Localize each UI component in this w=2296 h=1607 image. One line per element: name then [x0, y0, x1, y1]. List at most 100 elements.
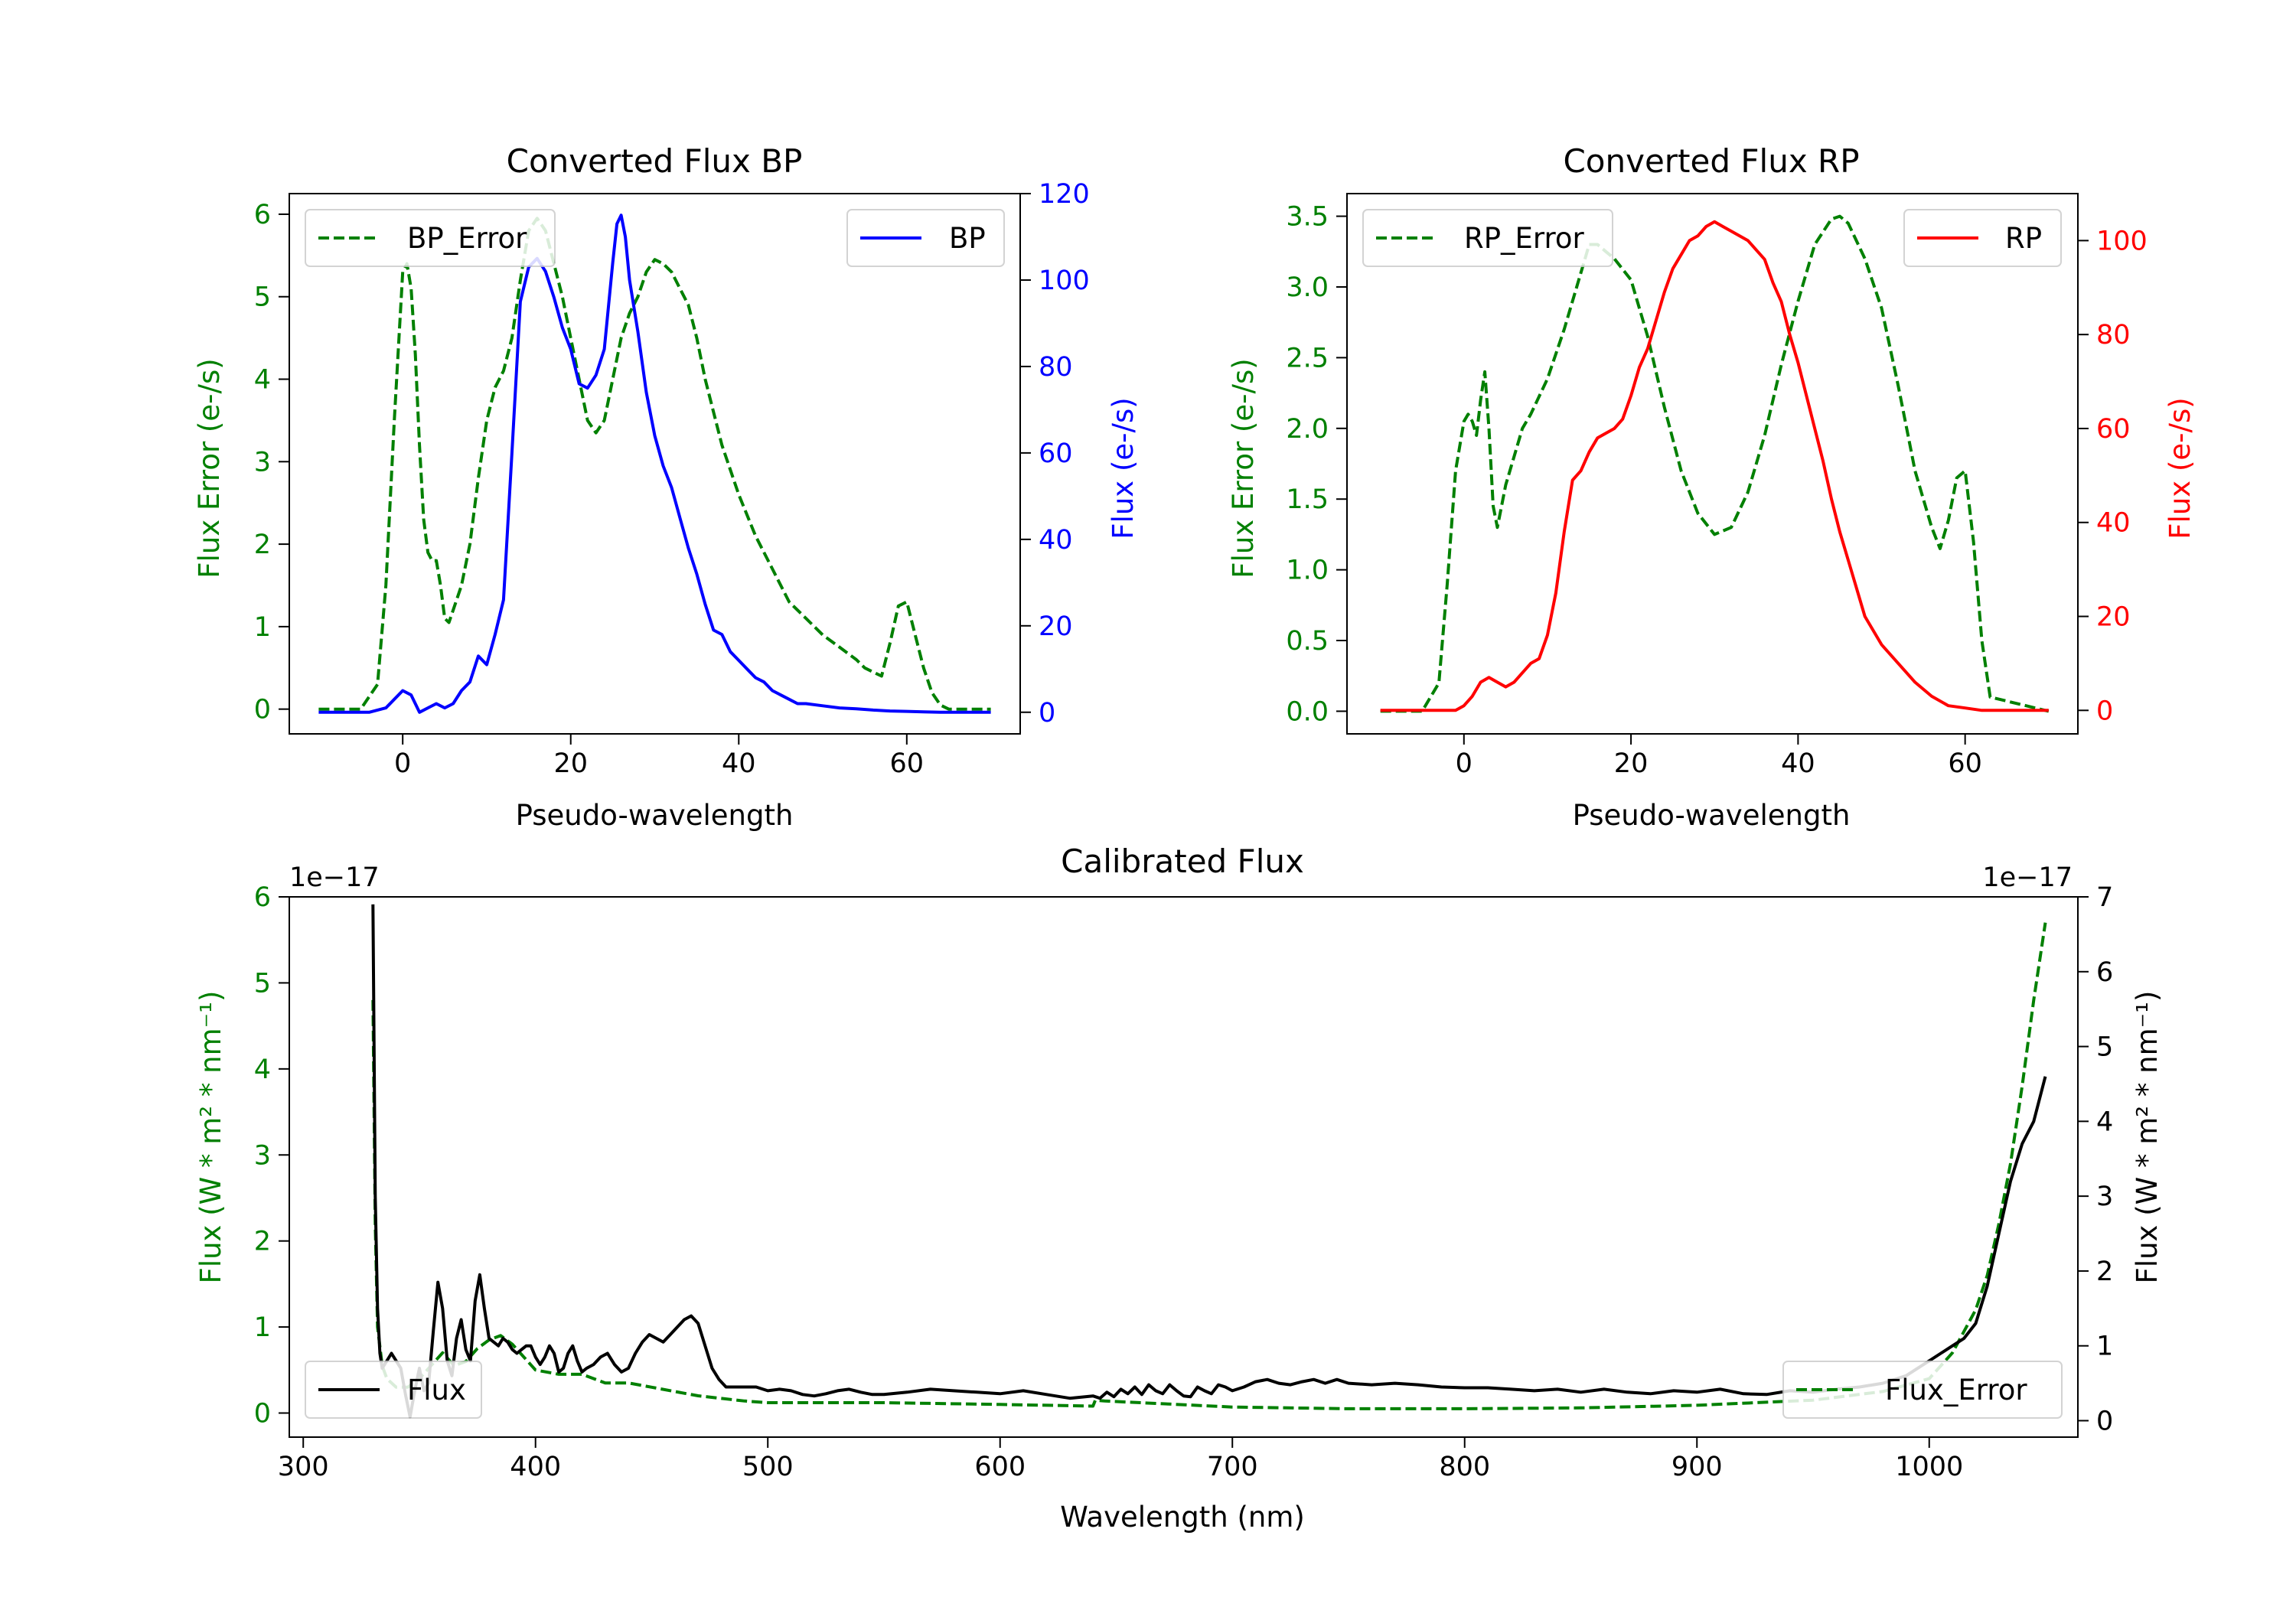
- rp-left-y-label: Flux Error (e-/s): [1227, 358, 1260, 578]
- right-y-tick-label: 7: [2096, 882, 2113, 913]
- bp-legend-left[interactable]: BP_Error: [305, 209, 556, 267]
- x-tick-label: 900: [1671, 1452, 1723, 1482]
- right-y-tick-label: 2: [2096, 1257, 2113, 1287]
- left-y-tick-label: 0.5: [1286, 626, 1329, 657]
- left-y-tick-label: 3: [254, 447, 271, 478]
- x-tick-label: 40: [722, 748, 756, 779]
- flux-legend-label: Flux: [407, 1374, 466, 1407]
- x-tick-label: 0: [1456, 748, 1473, 779]
- left-y-tick-label: 2: [254, 1227, 271, 1257]
- right-y-tick-label: 40: [2096, 508, 2131, 539]
- left-y-tick-label: 1.5: [1286, 484, 1329, 515]
- x-tick-label: 600: [974, 1452, 1026, 1482]
- x-tick-label: 400: [510, 1452, 561, 1482]
- right-y-tick-label: 0: [2096, 1406, 2113, 1436]
- rp-legend-right[interactable]: RP: [1903, 209, 2062, 267]
- calibrated-left-offset: 1e−17: [289, 862, 380, 893]
- x-tick-label: 500: [742, 1452, 794, 1482]
- rp-legend-label: RP: [2005, 222, 2042, 255]
- right-y-tick-label: 6: [2096, 957, 2113, 988]
- rp-error-series-line: [1380, 214, 2050, 713]
- rp-right-y-ticks: 0 20 40 60 80 100: [2078, 226, 2148, 726]
- left-y-tick-label: 5: [254, 968, 271, 999]
- right-y-tick-label: 100: [2096, 226, 2148, 256]
- rp-error-legend-label: RP_Error: [1464, 222, 1584, 255]
- left-y-tick-label: 2.0: [1286, 414, 1329, 445]
- x-tick-label: 20: [553, 748, 588, 779]
- calibrated-right-y-ticks: 0 1 2 3 4 5 6 7: [2078, 882, 2113, 1436]
- calibrated-legend-left[interactable]: Flux: [305, 1361, 482, 1419]
- bp-x-label: Pseudo-wavelength: [516, 799, 794, 832]
- left-y-tick-label: 2.5: [1286, 343, 1329, 373]
- bp-x-ticks: 0 20 40 60: [394, 734, 924, 779]
- bp-legend-right[interactable]: BP: [846, 209, 1005, 267]
- bp-series-lines: [318, 214, 991, 714]
- bp-axes-frame: [289, 193, 1021, 735]
- x-tick-label: 700: [1207, 1452, 1258, 1482]
- left-y-tick-label: 4: [254, 1054, 271, 1085]
- bp-left-y-label: Flux Error (e-/s): [193, 358, 226, 578]
- calibrated-legend-right[interactable]: Flux_Error: [1782, 1361, 2063, 1419]
- bp-panel: Converted Flux BP Pseudo-wavelength Flux…: [193, 142, 1140, 832]
- bp-error-legend-label: BP_Error: [407, 222, 527, 255]
- rp-legend-left[interactable]: RP_Error: [1362, 209, 1613, 267]
- x-tick-label: 20: [1614, 748, 1649, 779]
- left-y-tick-label: 4: [254, 365, 271, 396]
- right-y-tick-label: 0: [2096, 696, 2113, 726]
- left-y-tick-label: 1: [254, 612, 271, 643]
- x-tick-label: 60: [890, 748, 925, 779]
- right-y-tick-label: 60: [2096, 414, 2131, 445]
- calibrated-right-y-label: Flux (W * m² * nm⁻¹): [2131, 991, 2164, 1284]
- right-y-tick-label: 100: [1039, 266, 1090, 296]
- rp-x-ticks: 0 20 40 60: [1456, 734, 1982, 779]
- rp-series-lines: [1380, 214, 2050, 713]
- right-y-tick-label: 120: [1039, 179, 1090, 210]
- right-y-tick-label: 5: [2096, 1032, 2113, 1063]
- rp-title: Converted Flux RP: [1563, 142, 1859, 180]
- left-y-tick-label: 6: [254, 882, 271, 913]
- left-y-tick-label: 1: [254, 1312, 271, 1343]
- left-y-tick-label: 6: [254, 200, 271, 230]
- right-y-tick-label: 80: [1039, 352, 1073, 383]
- bp-right-y-ticks: 0 20 40 60 80 100 120: [1020, 179, 1090, 729]
- bp-legend-label: BP: [949, 222, 986, 255]
- calibrated-right-offset: 1e−17: [1982, 862, 2073, 893]
- x-tick-label: 800: [1439, 1452, 1490, 1482]
- flux-series-line: [371, 904, 2047, 1419]
- rp-right-y-label: Flux (e-/s): [2164, 397, 2197, 539]
- left-y-tick-label: 2: [254, 530, 271, 560]
- left-y-tick-label: 1.0: [1286, 556, 1329, 586]
- calibrated-panel: Calibrated Flux Wavelength (nm) Flux (W …: [194, 843, 2164, 1534]
- rp-series-line: [1380, 220, 2049, 712]
- calibrated-x-ticks: 300 400 500 600 700 800 900 1000: [278, 1437, 1963, 1482]
- bp-title: Converted Flux BP: [507, 142, 803, 180]
- calibrated-title: Calibrated Flux: [1061, 843, 1304, 880]
- calibrated-axes-frame: [289, 896, 2079, 1438]
- left-y-tick-label: 5: [254, 282, 271, 313]
- calibrated-left-y-ticks: 0 1 2 3 4 5 6: [254, 882, 289, 1429]
- bp-left-y-ticks: 0 1 2 3 4 5 6: [254, 200, 289, 725]
- rp-axes-frame: [1346, 193, 2079, 735]
- bp-right-y-label: Flux (e-/s): [1107, 397, 1140, 539]
- calibrated-left-y-label: Flux (W * m² * nm⁻¹): [194, 991, 227, 1284]
- right-y-tick-label: 0: [1039, 698, 1055, 729]
- flux-error-legend-label: Flux_Error: [1885, 1374, 2027, 1407]
- right-y-tick-label: 40: [1039, 525, 1073, 556]
- right-y-tick-label: 4: [2096, 1107, 2113, 1137]
- right-y-tick-label: 1: [2096, 1332, 2113, 1362]
- right-y-tick-label: 3: [2096, 1182, 2113, 1212]
- rp-left-y-ticks: 0.0 0.5 1.0 1.5 2.0 2.5 3.0 3.5: [1286, 202, 1347, 727]
- right-y-tick-label: 20: [1039, 611, 1073, 642]
- bp-series-line: [318, 214, 991, 714]
- rp-x-label: Pseudo-wavelength: [1573, 799, 1851, 832]
- left-y-tick-label: 0.0: [1286, 696, 1329, 727]
- left-y-tick-label: 0: [254, 1399, 271, 1429]
- rp-panel: Converted Flux RP Pseudo-wavelength Flux…: [1227, 142, 2197, 832]
- right-y-tick-label: 80: [2096, 320, 2131, 350]
- left-y-tick-label: 3: [254, 1140, 271, 1171]
- calibrated-x-label: Wavelength (nm): [1060, 1501, 1305, 1534]
- left-y-tick-label: 0: [254, 695, 271, 725]
- left-y-tick-label: 3.0: [1286, 272, 1329, 303]
